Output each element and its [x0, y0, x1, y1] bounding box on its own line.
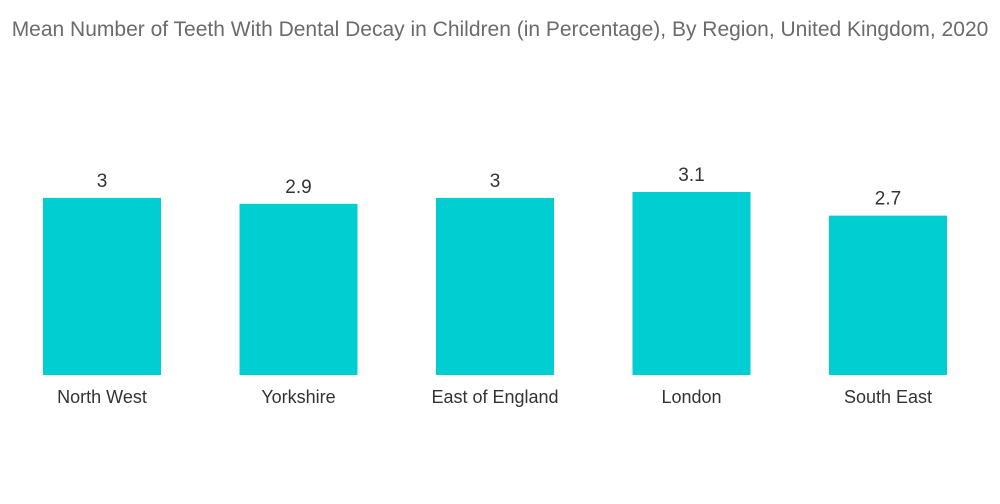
category-label-north-west: North West [57, 387, 147, 407]
value-label-yorkshire: 2.9 [285, 177, 311, 198]
bar-south-east [829, 215, 947, 375]
category-label-south-east: South East [844, 387, 932, 407]
bars-layer [43, 192, 947, 375]
bar-yorkshire [239, 203, 358, 375]
value-label-south-east: 2.7 [875, 189, 901, 210]
value-label-london: 3.1 [678, 165, 704, 186]
bar-east-of-england [436, 197, 554, 375]
category-label-yorkshire: Yorkshire [261, 387, 335, 407]
chart-title: Mean Number of Teeth With Dental Decay i… [11, 18, 989, 41]
bar-london [632, 192, 751, 375]
category-labels-layer: North West Yorkshire East of England London… [57, 387, 932, 407]
bar-north-west [43, 197, 161, 375]
value-labels-layer: 3 2.9 3 3.1 2.7 [97, 165, 902, 210]
value-label-north-west: 3 [97, 171, 108, 192]
value-label-east-of-england: 3 [490, 171, 501, 192]
category-label-east-of-england: East of England [431, 387, 558, 407]
category-label-london: London [661, 387, 721, 407]
